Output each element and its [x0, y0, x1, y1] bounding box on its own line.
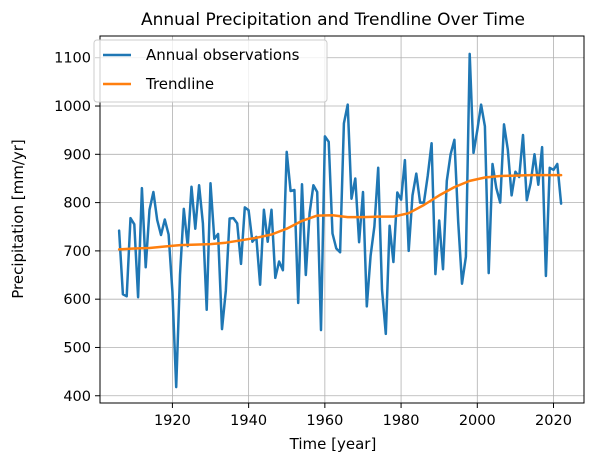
- x-tick-label: 1940: [230, 413, 267, 429]
- y-tick-label: 400: [63, 389, 91, 405]
- legend: Annual observations Trendline: [93, 39, 328, 103]
- x-axis-ticks: 1920 1940 1960 1980 2000 2020: [154, 403, 572, 429]
- y-axis-ticks: 400 500 600 700 800 900 1000 1100: [54, 51, 100, 405]
- y-tick-label: 1000: [54, 99, 91, 115]
- x-tick-label: 2020: [535, 413, 572, 429]
- series-layer: [117, 52, 563, 389]
- legend-label-observations: Annual observations: [146, 46, 300, 64]
- plot-frame: [99, 35, 585, 404]
- x-axis-label: Time [year]: [289, 435, 377, 453]
- chart-title: Annual Precipitation and Trendline Over …: [141, 10, 525, 30]
- observations-line: [117, 52, 563, 389]
- legend-label-trendline: Trendline: [145, 75, 214, 93]
- y-tick-label: 600: [63, 292, 91, 308]
- trendline-line: [117, 173, 563, 251]
- x-tick-label: 1960: [306, 413, 343, 429]
- y-tick-label: 800: [63, 196, 91, 212]
- y-tick-label: 500: [63, 340, 91, 356]
- y-axis-label: Precipitation [mm/yr]: [9, 139, 27, 299]
- y-tick-label: 900: [63, 147, 91, 163]
- legend-box: [93, 39, 328, 103]
- x-tick-label: 1920: [154, 413, 191, 429]
- y-tick-label: 1100: [54, 51, 91, 67]
- y-tick-label: 700: [63, 244, 91, 260]
- x-tick-label: 1980: [383, 413, 420, 429]
- grid-lines: [100, 36, 584, 403]
- x-tick-label: 2000: [459, 413, 496, 429]
